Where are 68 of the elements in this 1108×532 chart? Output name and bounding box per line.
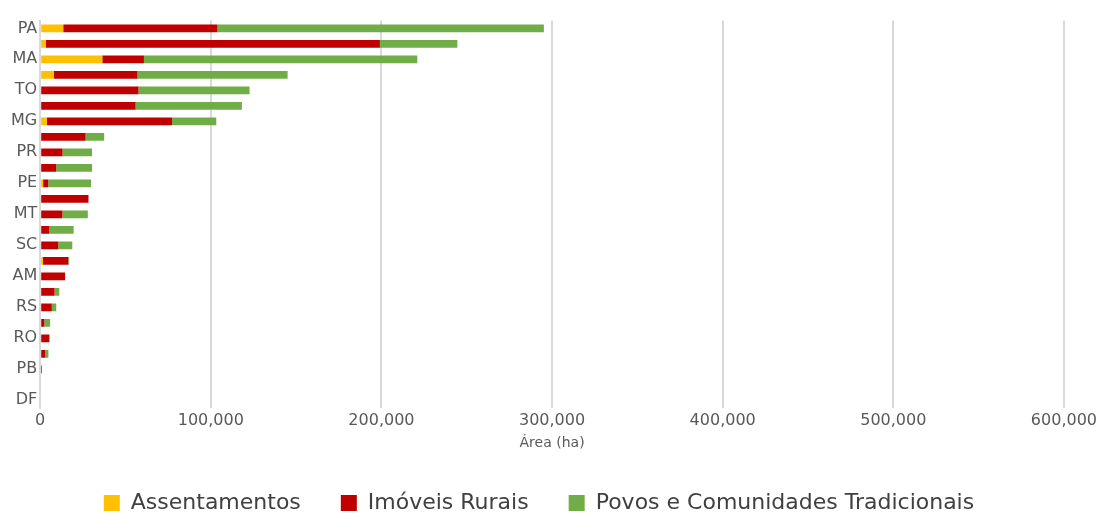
bar: [41, 132, 86, 141]
bar: [138, 86, 250, 95]
y-tick-label: PA: [17, 17, 38, 37]
bar: [41, 39, 46, 48]
x-tick-label: 0: [35, 409, 46, 429]
bar: [62, 210, 88, 219]
bar: [54, 70, 138, 79]
bar: [46, 117, 173, 126]
bar: [41, 194, 89, 203]
y-tick-label: PB: [16, 358, 38, 378]
y-tick-label: RO: [13, 327, 38, 347]
bar: [45, 349, 49, 358]
legend-label: Assentamentos: [130, 488, 301, 514]
bar: [41, 117, 47, 126]
x-tick-label: 600,000: [1030, 409, 1097, 429]
bar: [41, 241, 59, 250]
legend-label: Imóveis Rurais: [367, 488, 529, 514]
bar: [143, 55, 418, 64]
bar: [41, 55, 103, 64]
y-tick-label: DF: [15, 389, 38, 409]
bar: [56, 163, 93, 172]
bar: [63, 24, 218, 33]
y-tick-label: TO: [13, 79, 38, 99]
bar: [41, 24, 64, 33]
y-tick-label: AM: [12, 265, 38, 285]
y-tick-label: MG: [11, 110, 38, 130]
bar: [217, 24, 544, 33]
bar: [41, 148, 63, 157]
x-tick-label: 200,000: [348, 409, 415, 429]
legend-label: Povos e Comunidades Tradicionais: [595, 488, 975, 514]
y-tick-label: PE: [17, 172, 38, 192]
bar: [48, 179, 92, 188]
bar: [379, 39, 458, 48]
bar: [137, 70, 288, 79]
bar: [44, 318, 51, 327]
bar: [102, 55, 144, 64]
bar: [62, 148, 93, 157]
y-tick-label: MT: [13, 203, 38, 223]
x-axis-title: Área (ha): [519, 434, 585, 451]
bar: [41, 318, 45, 327]
bar: [41, 225, 50, 234]
bar: [42, 256, 69, 265]
bar: [46, 39, 380, 48]
bar: [41, 101, 136, 110]
y-tick-label: SC: [15, 234, 38, 254]
bar: [85, 132, 105, 141]
x-tick-label: 300,000: [518, 409, 586, 429]
bar: [41, 334, 50, 343]
bar: [135, 101, 242, 110]
bar: [41, 210, 63, 219]
bar: [41, 303, 52, 312]
bar: [51, 303, 57, 312]
x-tick-label: 500,000: [860, 409, 927, 429]
bar: [43, 179, 49, 188]
y-tick-label: MA: [12, 48, 38, 68]
bar: [41, 86, 139, 95]
bar: [41, 70, 55, 79]
bar: [41, 349, 46, 358]
bar: [172, 117, 217, 126]
x-tick-label: 400,000: [689, 409, 756, 429]
bar: [49, 225, 74, 234]
bar: [41, 287, 55, 296]
bar: [41, 163, 57, 172]
bar: [58, 241, 73, 250]
y-tick-label: RS: [15, 296, 38, 316]
bar: [41, 272, 66, 281]
x-tick-label: 100,000: [177, 409, 244, 429]
y-tick-label: PR: [16, 141, 38, 161]
